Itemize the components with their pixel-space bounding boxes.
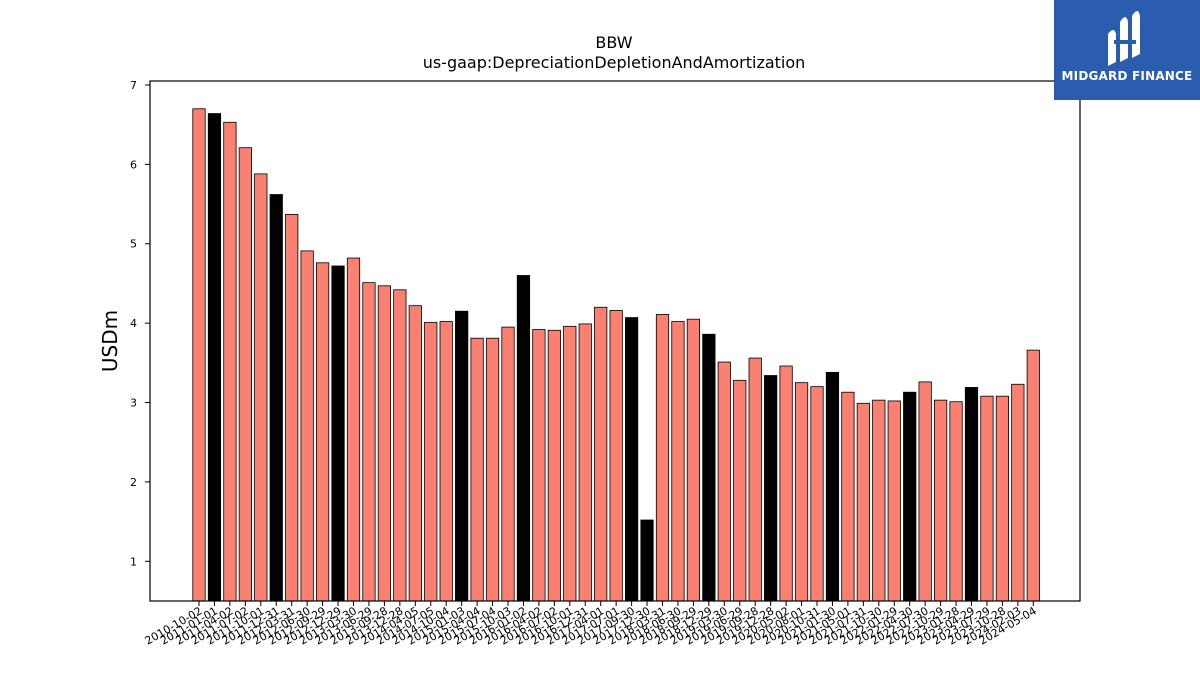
y-tick-label: 3 (130, 397, 137, 410)
bar-2012-09-29 (315, 262, 330, 602)
y-tick-label: 2 (130, 476, 137, 489)
bar-2015-04-04 (470, 337, 484, 602)
y-tick-label: 5 (130, 238, 137, 251)
x-ticks-group: 2010-10-022011-01-012011-04-022011-07-02… (143, 601, 1039, 648)
bar-2018-12-29 (702, 333, 716, 602)
bar-2013-09-28 (377, 285, 392, 602)
logo-text: MIDGARD FINANCE (1061, 69, 1193, 83)
bar-2011-12-31 (269, 194, 283, 602)
bar-2012-03-31 (285, 213, 299, 602)
bar-2020-08-01 (794, 382, 809, 602)
bar-2018-09-29 (686, 318, 701, 602)
bar-2023-10-28 (995, 395, 1010, 602)
bar-2015-07-04 (485, 337, 500, 602)
bar-2017-07-01 (609, 310, 623, 602)
bar-2019-09-28 (748, 357, 762, 602)
bar-2021-01-30 (825, 371, 840, 602)
bar-2017-12-30 (640, 519, 654, 602)
bar-2018-06-30 (671, 321, 685, 602)
bar-2017-04-01 (594, 306, 608, 602)
bar-2014-07-05 (424, 321, 438, 602)
y-axis-label: USDm (98, 310, 122, 372)
bar-2014-04-05 (408, 305, 422, 602)
bar-2019-06-29 (733, 379, 747, 602)
bar-2018-03-31 (655, 313, 670, 602)
bar-2016-12-31 (578, 323, 592, 602)
bar-2020-10-31 (810, 386, 824, 602)
bar-2010-10-02 (192, 108, 206, 602)
bar-2011-04-02 (223, 121, 237, 602)
chart-title: BBW (595, 33, 632, 52)
y-ticks-group: 1 2 3 4 5 6 7 (130, 79, 150, 568)
bar-2020-05-02 (779, 365, 793, 602)
bar-2023-01-28 (949, 401, 963, 602)
bar-2019-03-30 (717, 361, 731, 602)
y-tick-label: 6 (130, 158, 137, 171)
bar-2021-07-31 (856, 402, 870, 602)
bar-2011-07-02 (238, 147, 252, 602)
bar-2013-03-30 (346, 257, 361, 602)
bar-2022-01-29 (887, 400, 901, 602)
bar-2022-04-30 (903, 391, 917, 602)
bar-2024-02-03 (1011, 383, 1025, 602)
chart-subtitle: us-gaap:DepreciationDepletionAndAmortiza… (423, 53, 806, 72)
bar-2022-07-30 (918, 381, 932, 602)
brand-logo: MIDGARD FINANCE (1054, 0, 1200, 100)
bar-2011-10-01 (254, 173, 268, 602)
plot-frame (149, 80, 1081, 602)
bar-2015-01-03 (455, 310, 469, 602)
bar-2016-07-02 (547, 329, 561, 602)
bar-2022-10-29 (934, 399, 948, 602)
y-tick-label: 4 (130, 317, 137, 330)
bar-2015-10-03 (501, 326, 515, 602)
bar-2014-10-04 (439, 321, 453, 602)
y-tick-label: 7 (130, 79, 137, 92)
bar-2013-06-29 (362, 282, 376, 602)
bar-2016-04-02 (532, 329, 546, 602)
bar-2021-05-01 (841, 391, 855, 602)
y-tick-label: 1 (130, 555, 137, 568)
bar-2016-10-01 (563, 325, 577, 602)
bar-2021-10-30 (872, 399, 886, 602)
bar-2012-06-30 (300, 250, 314, 602)
bar-2023-04-29 (964, 387, 979, 602)
logo-mark-icon (1054, 0, 1200, 100)
bar-2011-01-01 (207, 113, 222, 602)
bar-2019-12-28 (764, 375, 778, 602)
bar-2023-07-29 (980, 395, 994, 602)
bar-2024-05-04 (1026, 349, 1040, 602)
bar-2016-01-02 (516, 275, 531, 602)
bar-2013-12-28 (393, 289, 407, 602)
bar-2017-09-30 (625, 317, 639, 602)
bar-2012-12-29 (331, 265, 345, 602)
bars-group (192, 108, 1040, 602)
